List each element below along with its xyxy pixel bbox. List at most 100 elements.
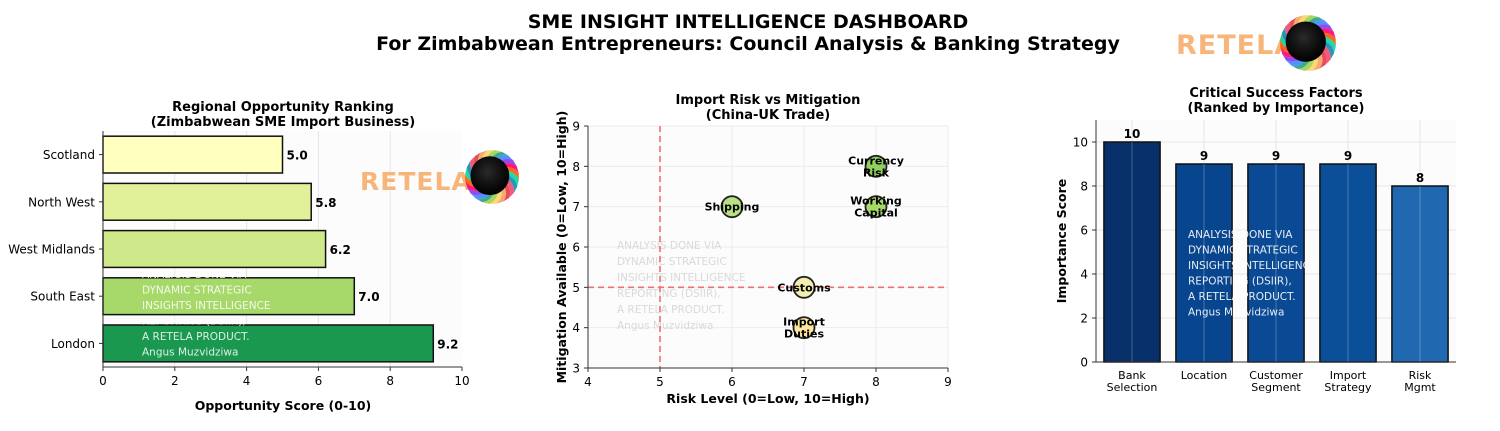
chart2-xtick-label: 4 [584,375,592,389]
chart1-xlabel: Opportunity Score (0-10) [195,398,372,413]
chart1-xtick-label: 0 [99,374,107,388]
chart2-point-label: Duties [784,328,824,341]
logo-orb-wedge [470,184,495,199]
chart1-xtick-label: 10 [454,374,469,388]
logo-orb-wedge [467,184,492,196]
chart3-value-label: 10 [1124,127,1141,141]
chart1-xtick-label: 4 [243,374,251,388]
watermark-line: A RETELA PRODUCT. [1188,291,1296,303]
chart2-point-label: Shipping [705,201,760,214]
header-logo-text: RETELA [1176,30,1296,61]
watermark-line: DYNAMIC STRATEGIC [1188,245,1298,257]
chart3-ytick-label: 10 [1073,136,1088,150]
chart3-ylabel: Importance Score [1054,179,1069,304]
watermark-line: INSIGHTS INTELLIGENCE [1188,260,1317,272]
chart2-point-label: Capital [854,207,898,220]
chart3-value-label: 8 [1416,171,1424,185]
chart2-ytick-label: 4 [572,321,580,335]
chart3-ytick-label: 8 [1080,180,1088,194]
chart3-subtitle: (Ranked by Importance) [1188,101,1365,116]
chart3-category-label: Location [1181,369,1228,382]
logo-orb-wedge [489,155,514,170]
logo-orb-wedge [482,182,499,204]
logo-orb-wedge [475,184,497,203]
logo-orb-wedge [485,150,502,172]
chart2-point-label: Import [783,316,825,329]
chart3-category-label: Import [1330,369,1367,382]
chart2-xtick-label: 9 [944,375,952,389]
chart3-category-label: Customer [1249,369,1303,382]
chart1-xtick-label: 6 [315,374,323,388]
watermark-line: A RETELA PRODUCT. [617,304,725,316]
chart2-xtick-label: 7 [800,375,808,389]
chart3-title: Critical Success Factors [1189,86,1363,101]
watermark-line: INSIGHTS INTELLIGENCE [617,272,746,284]
regional-ranking-chart: Regional Opportunity Ranking (Zimbabwean… [8,100,519,413]
chart2-ytick-label: 3 [572,362,580,376]
chart3-value-label: 9 [1272,149,1280,163]
chart2-xtick-label: 6 [728,375,736,389]
logo-orb-wedge [1297,48,1315,71]
chart1-category-label: South East [30,290,95,304]
chart2-ylabel: Mitigation Available (0=Low, 10=High) [554,111,569,384]
chart3-ytick-label: 2 [1080,312,1088,326]
chart1-value-label: 7.0 [358,290,379,304]
chart1-category-label: North West [28,195,95,209]
chart3-category-label: Strategy [1324,381,1372,394]
chart1-bar [102,135,284,174]
watermark-line: REPORTING (DSIIR), [617,288,721,300]
chart3-category-label: Risk [1409,369,1432,382]
chart2-title: Import Risk vs Mitigation [676,93,861,108]
chart1-value-label: 9.2 [437,337,458,351]
watermark-line: REPORTING (DSIIR), [142,316,246,328]
chart2-point-label: Working [850,195,902,208]
chart1-watermark: ANALYSIS DONE VIA DYNAMIC STRATEGIC INSIGH… [142,269,271,359]
chart1-logo-text: RETELA [360,167,472,196]
chart3-bar [1175,163,1233,363]
watermark-line: Angus Muzvidziwa [617,320,713,332]
logo-orb-wedge [492,158,517,170]
chart2-xtick-label: 8 [872,375,880,389]
chart1-logo-orb-icon [465,150,519,204]
chart2-point [792,316,816,340]
chart3-category-label: Mgmt [1404,381,1436,394]
chart1-bar [102,182,312,221]
logo-orb-wedge [1282,51,1308,62]
chart2-ytick-label: 9 [572,120,580,134]
logo-orb-wedge [1301,15,1319,38]
dashboard-title: SME INSIGHT INTELLIGENCE DASHBOARD [528,11,968,33]
logo-orb-core [470,156,510,196]
chart3-category-label: Bank [1118,369,1146,382]
logo-orb-wedge [1285,21,1300,46]
chart1-bar [102,229,327,269]
logo-orb-wedge [499,174,514,199]
chart1-category-label: London [51,337,95,351]
chart1-title: Regional Opportunity Ranking [172,100,394,115]
logo-orb-wedge [473,152,485,177]
header-logo: RETELA [1176,15,1336,71]
chart2-point [792,275,816,299]
chart3-value-label: 9 [1200,149,1208,163]
watermark-line: ANALYSIS DONE VIA [142,269,247,281]
watermark-line: ANALYSIS DONE VIA [617,240,722,252]
watermark-line: Angus Muzvidziwa [1188,307,1284,319]
chart3-ytick-label: 6 [1080,224,1088,238]
logo-orb-wedge [470,155,485,180]
logo-orb-wedge [1303,16,1325,36]
chart2-ytick-label: 6 [572,241,580,255]
chart3-category-label: Segment [1251,381,1301,394]
chart3-bar [1391,185,1449,363]
chart1-bar [102,324,435,363]
chart2-xtick-label: 5 [656,375,664,389]
chart3-ytick-label: 4 [1080,268,1088,282]
logo-orb-wedge [1286,51,1311,66]
chart2-ytick-label: 5 [572,281,580,295]
chart2-xlabel: Risk Level (0=Low, 10=High) [666,391,869,406]
chart1-value-label: 5.0 [287,149,308,163]
chart2-point [864,154,888,178]
chart1-subtitle: (Zimbabwean SME Import Business) [151,115,415,130]
logo-orb-wedge [499,177,511,202]
watermark-line: DYNAMIC STRATEGIC [142,285,252,297]
